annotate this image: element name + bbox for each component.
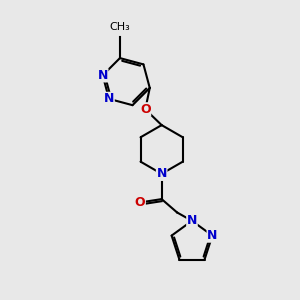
Text: N: N — [207, 229, 217, 242]
Text: CH₃: CH₃ — [110, 22, 130, 32]
Text: O: O — [140, 103, 151, 116]
Text: O: O — [135, 196, 145, 208]
Text: N: N — [104, 92, 114, 105]
Text: N: N — [187, 214, 197, 227]
Text: N: N — [98, 69, 108, 82]
Text: N: N — [157, 167, 167, 180]
